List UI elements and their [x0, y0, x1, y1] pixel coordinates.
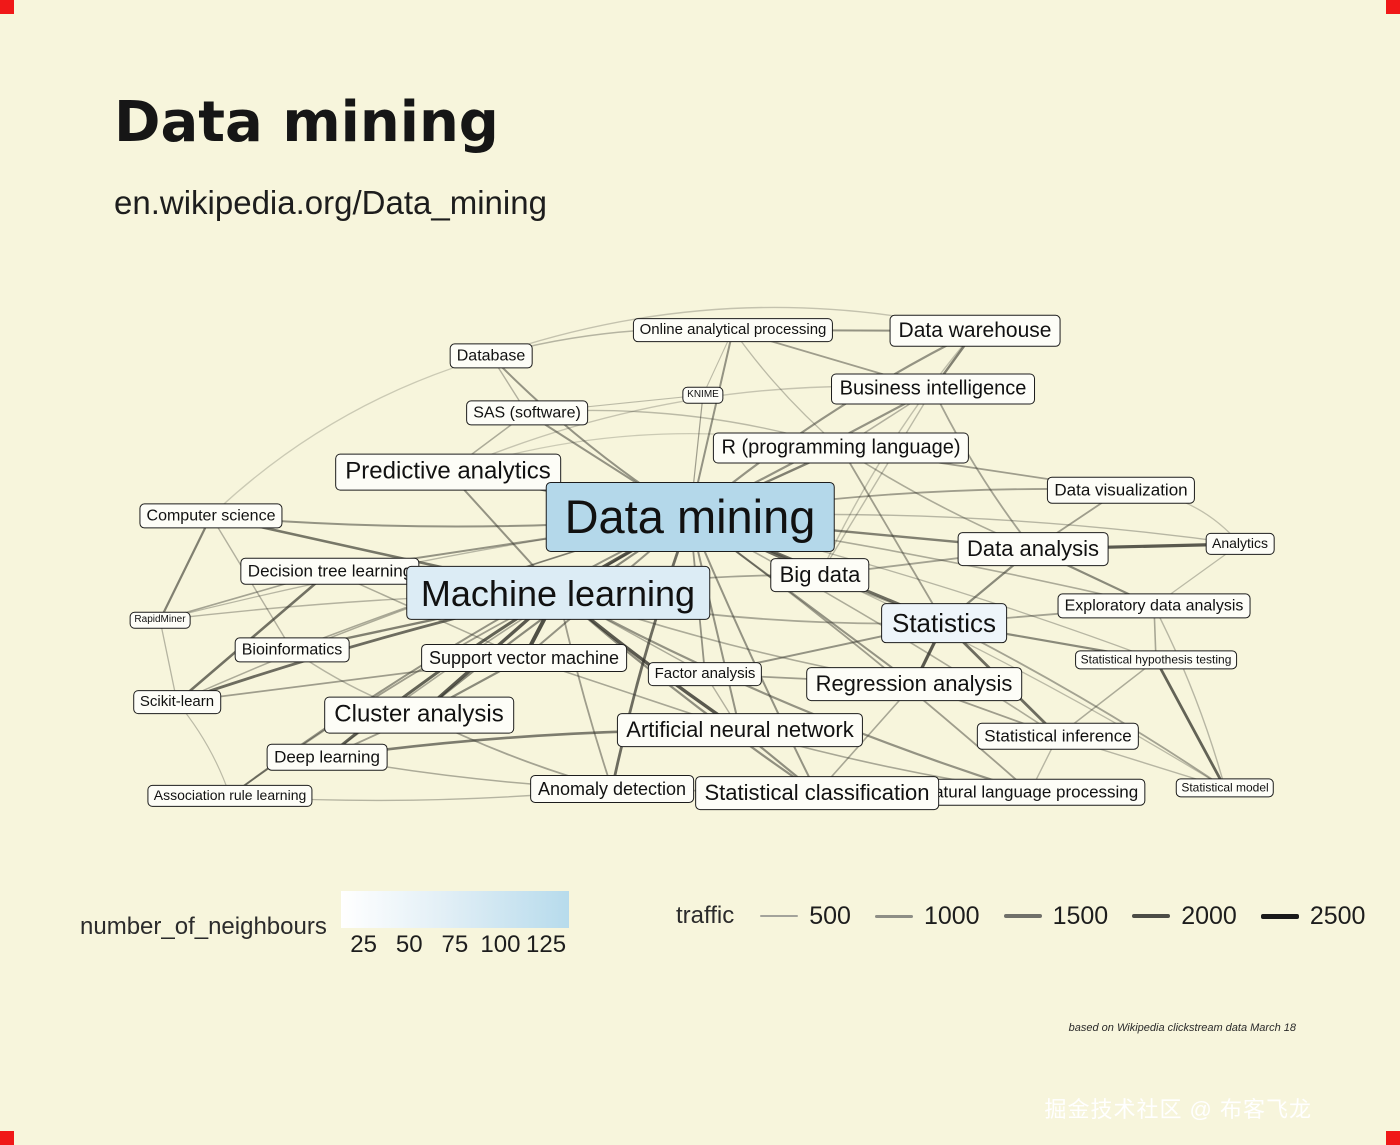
node-bi: Business intelligence: [831, 373, 1035, 405]
legend-traffic-items: 500 1000 1500 2000 2500: [760, 902, 1365, 931]
legend-gradient-ticks: 25 50 75 100 125: [341, 928, 569, 962]
node-ad: Anomaly detection: [530, 774, 694, 804]
traffic-line-sample: [1260, 913, 1299, 919]
traffic-item-1000: 1000: [874, 901, 980, 931]
node-ca: Cluster analysis: [324, 696, 514, 734]
traffic-item-2000: 2000: [1132, 902, 1237, 931]
legend-gradient: 25 50 75 100 125: [340, 891, 569, 962]
traffic-tick-label: 1000: [923, 901, 980, 930]
node-eda: Exploratory data analysis: [1057, 593, 1251, 619]
traffic-tick-label: 2000: [1181, 901, 1237, 930]
page-subtitle: en.wikipedia.org/Data_mining: [114, 184, 547, 221]
gif-artifact-top-left: [0, 0, 14, 14]
node-an: Analytics: [1205, 532, 1275, 556]
node-da: Data analysis: [957, 532, 1109, 566]
node-dw: Data warehouse: [889, 314, 1061, 348]
node-cs: Computer science: [139, 503, 283, 529]
traffic-line-sample: [760, 914, 799, 918]
node-sm: Statistical model: [1175, 778, 1275, 798]
legend-traffic-label: traffic: [676, 902, 735, 929]
legend-neighbours: number_of_neighbours 25 50 75 100 125: [80, 891, 569, 962]
page-title: Data mining: [114, 90, 499, 155]
traffic-line-sample: [1132, 914, 1171, 918]
gif-artifact-bottom-left: [0, 1131, 14, 1145]
traffic-tick-label: 500: [809, 901, 851, 930]
node-skl: Scikit-learn: [133, 690, 221, 714]
node-ann: Artificial neural network: [616, 713, 864, 747]
node-pa: Predictive analytics: [335, 453, 561, 491]
node-st: Statistics: [881, 603, 1007, 643]
legend-gradient-bar: [340, 891, 569, 928]
traffic-tick-label: 2500: [1309, 901, 1366, 930]
source-note: based on Wikipedia clickstream data Marc…: [1068, 1022, 1296, 1034]
node-olap: Online analytical processing: [632, 318, 834, 342]
traffic-item-2500: 2500: [1260, 901, 1366, 931]
traffic-item-500: 500: [760, 902, 851, 931]
node-ra: Regression analysis: [806, 667, 1022, 701]
traffic-tick-label: 1500: [1052, 901, 1109, 930]
node-arl: Association rule learning: [147, 784, 313, 808]
gradient-tick-50: 50: [395, 931, 423, 958]
node-dt: Decision tree learning: [240, 557, 420, 585]
node-dm: Data mining: [545, 481, 835, 553]
node-sas: SAS (software): [466, 400, 588, 426]
watermark: 掘金技术社区 @ 布客飞龙: [1044, 1097, 1312, 1122]
gradient-tick-100: 100: [480, 931, 521, 958]
node-rm: RapidMiner: [129, 611, 191, 629]
legend-neighbours-label: number_of_neighbours: [80, 913, 327, 940]
legend-traffic: traffic 500 1000 1500 2000 2500: [676, 896, 1365, 936]
node-dl: Deep learning: [266, 743, 388, 771]
gradient-tick-125: 125: [526, 931, 567, 958]
node-bio: Bioinformatics: [234, 637, 350, 663]
node-sc: Statistical classification: [695, 776, 939, 810]
gif-artifact-top-right: [1386, 0, 1400, 14]
node-nlp: Natural language processing: [914, 778, 1146, 806]
gif-artifact-bottom-right: [1386, 1131, 1400, 1145]
node-r: R (programming language): [712, 432, 970, 464]
traffic-item-1500: 1500: [1003, 901, 1109, 931]
node-dv: Data visualization: [1046, 476, 1196, 504]
traffic-line-sample: [1003, 914, 1042, 918]
node-ml: Machine learning: [406, 565, 710, 621]
node-knime: KNIME: [682, 386, 724, 404]
node-bd: Big data: [770, 558, 870, 592]
gradient-tick-75: 75: [441, 931, 469, 958]
node-sht: Statistical hypothesis testing: [1075, 650, 1237, 670]
node-db: Database: [449, 343, 533, 369]
gradient-tick-25: 25: [350, 931, 377, 958]
traffic-line-sample: [874, 914, 913, 918]
node-si: Statistical inference: [976, 722, 1140, 750]
node-fa: Factor analysis: [647, 662, 763, 686]
node-svm: Support vector machine: [421, 643, 627, 673]
